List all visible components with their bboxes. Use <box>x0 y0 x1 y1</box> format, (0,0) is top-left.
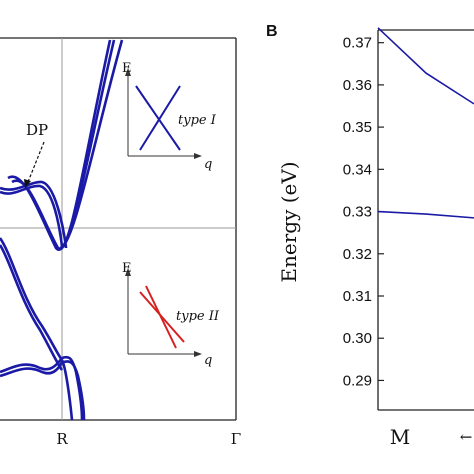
inset1-type-label: type I <box>178 113 217 128</box>
panel-b-band-line-2 <box>377 210 474 219</box>
band-bottom-left <box>0 357 64 374</box>
panel-b-x-arrow: ← <box>460 428 473 446</box>
band-upper-left <box>0 184 64 249</box>
inset1-y-arrow <box>125 68 131 76</box>
panel-b-ytick-label: 0.36 <box>343 77 372 94</box>
band-bottom-right-2 <box>63 360 86 421</box>
inset2-y-label: E <box>122 261 132 276</box>
panel-b-label: B <box>266 23 278 40</box>
panel-a: DP E q type I E q type II R <box>0 37 241 448</box>
inset1-y-label: E <box>122 61 132 76</box>
panel-b-ytick-label: 0.30 <box>343 330 372 347</box>
band-lower-left <box>0 244 64 371</box>
panel-b-ytick-label: 0.33 <box>343 204 372 221</box>
dp-arrow-line <box>27 141 45 183</box>
panel-b-xtick-m: M <box>390 425 410 449</box>
panel-b-ylabel: Energy (eV) <box>277 161 301 282</box>
panel-a-xtick-r: R <box>56 430 68 448</box>
panel-b-band-line-1 <box>377 27 474 105</box>
band-lower-right <box>60 359 74 421</box>
band-bottom-left-2 <box>0 361 64 378</box>
band-upper-left-2 <box>0 180 68 249</box>
inset1-cone-b <box>139 85 181 151</box>
inset2-x-label: q <box>204 353 212 368</box>
panel-b-ytick-label: 0.31 <box>343 288 372 305</box>
band-dirac-up-3 <box>59 39 124 250</box>
inset2-x-arrow <box>194 351 202 357</box>
panel-b-yticks: 0.37 0.36 0.35 0.34 0.33 0.32 0.31 0.30 0.29 <box>343 35 384 389</box>
inset1-x-arrow <box>194 153 202 159</box>
band-dirac-up-2 <box>7 39 116 251</box>
panel-b-ytick-label: 0.35 <box>343 119 372 136</box>
inset-type-1: E q type I <box>122 61 217 172</box>
inset-type-2: E q type II <box>122 261 220 368</box>
panel-b-ytick-label: 0.34 <box>343 161 372 178</box>
panel-b-ytick-label: 0.32 <box>343 246 372 263</box>
inset1-cone-a <box>135 85 181 151</box>
panel-a-xtick-gamma: Γ <box>231 430 241 448</box>
band-lower-left-2 <box>0 237 64 361</box>
inset2-type-label: type II <box>176 309 220 324</box>
panel-b-ytick-label: 0.29 <box>343 372 372 389</box>
panel-b-series <box>377 27 474 219</box>
inset2-y-arrow <box>125 268 131 276</box>
dp-label: DP <box>26 121 48 139</box>
inset1-x-label: q <box>204 157 212 172</box>
panel-b: B 0.37 0.36 0.35 0.34 0.33 0.32 0.31 0.30 0.29 E… <box>266 23 474 449</box>
dp-arrow-head <box>24 179 31 188</box>
inset2-cone-b <box>139 291 185 343</box>
panel-b-ytick-label: 0.37 <box>343 35 372 52</box>
band-lines <box>0 39 124 421</box>
